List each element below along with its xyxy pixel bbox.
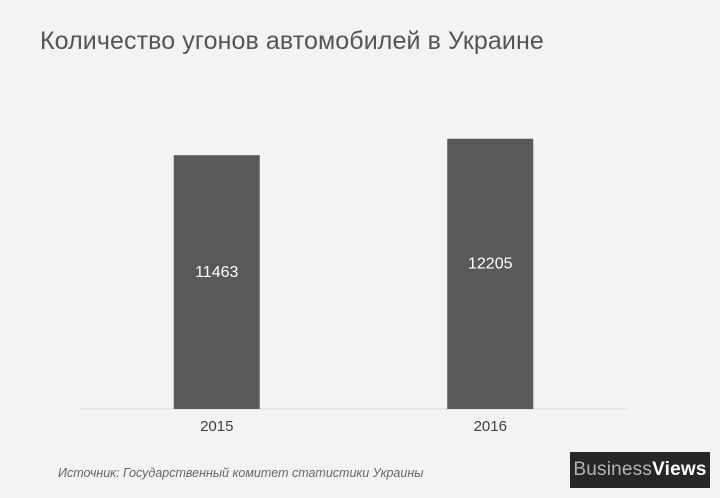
x-tick-label-2016: 2016 xyxy=(474,418,507,435)
x-tick-label-2015: 2015 xyxy=(200,418,233,435)
logo-part-business: Business xyxy=(573,459,653,480)
chart-title: Количество угонов автомобилей в Украине xyxy=(40,27,544,55)
data-label-2015: 11463 xyxy=(195,264,238,281)
bar-2015 xyxy=(173,155,260,409)
logo-part-views: Views xyxy=(652,459,707,480)
bars-group: 11463 2015 12205 2016 xyxy=(173,138,534,435)
data-label-2016: 12205 xyxy=(468,255,513,272)
businessviews-logo: Business Views xyxy=(570,452,710,488)
bar-2016 xyxy=(447,138,534,409)
source-note: Источник: Государственный комитет статис… xyxy=(58,466,424,480)
